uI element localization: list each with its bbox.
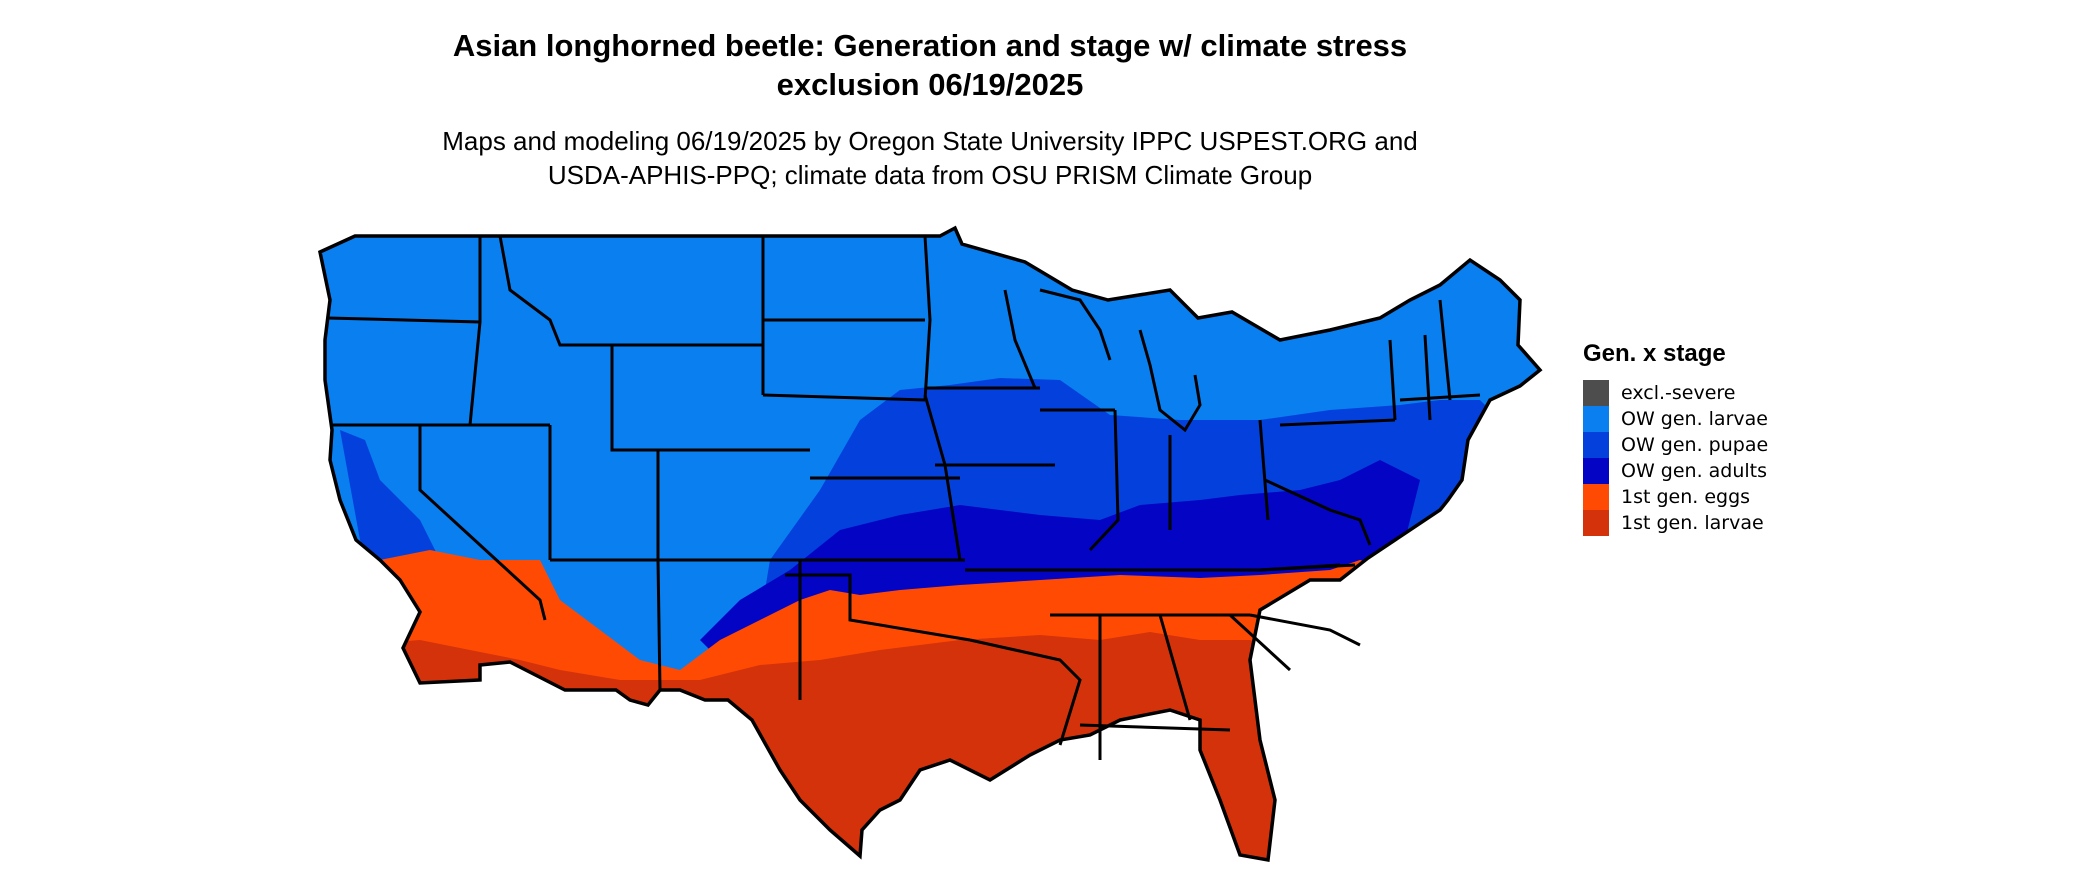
outline-border <box>318 225 1543 863</box>
border-ga-sc <box>1228 613 1292 672</box>
border-wa-or <box>327 316 481 324</box>
border-oh-pa <box>1258 419 1270 521</box>
title-line-1: Asian longhorned beetle: Generation and … <box>452 28 1408 63</box>
border-ne-ia-mo <box>923 394 962 561</box>
border-sd-ne <box>762 393 926 402</box>
border-mn-wi <box>1003 289 1037 389</box>
legend-item-1st-gen-eggs: 1st gen. eggs <box>1583 484 1768 510</box>
border-il-in <box>1088 409 1120 552</box>
border-md-wv-va <box>1264 478 1372 546</box>
legend-item-ow-larvae: OW gen. larvae <box>1583 406 1768 432</box>
border-mi-upper <box>1039 288 1112 361</box>
border-pa-ny <box>1279 418 1396 427</box>
legend-swatch <box>1583 484 1609 510</box>
border-ok-tx <box>785 573 971 642</box>
border-mi-lower <box>1138 329 1202 433</box>
border-dakotas-mn <box>923 235 932 401</box>
legend-swatch <box>1583 432 1609 458</box>
legend-label: 1st gen. larvae <box>1621 512 1764 534</box>
legend-swatch <box>1583 458 1609 484</box>
title-line-2: exclusion 06/19/2025 <box>776 67 1084 102</box>
legend-swatch <box>1583 510 1609 536</box>
legend-label: OW gen. larvae <box>1621 408 1768 430</box>
border-id-west <box>468 236 482 426</box>
border-nc-sc <box>1249 613 1361 647</box>
border-ne-states <box>1399 299 1481 421</box>
legend-label: OW gen. pupae <box>1621 434 1769 456</box>
state-borders <box>327 235 1481 760</box>
border-va-nc <box>1259 563 1356 572</box>
border-ca-nv <box>418 425 547 621</box>
border-ga-fl <box>1079 723 1231 732</box>
legend-swatch <box>1583 380 1609 406</box>
legend-label: 1st gen. eggs <box>1621 486 1751 508</box>
legend-swatch <box>1583 406 1609 432</box>
legend-item-ow-adults: OW gen. adults <box>1583 458 1768 484</box>
legend-item-1st-gen-larvae: 1st gen. larvae <box>1583 510 1768 536</box>
legend-item-excl-severe: excl.-severe <box>1583 380 1768 406</box>
subtitle-line-1: Maps and modeling 06/19/2025 by Oregon S… <box>442 126 1418 156</box>
border-ar-la <box>969 638 1082 746</box>
subtitle-line-2: USDA-APHIS-PPQ; climate data from OSU PR… <box>547 160 1313 190</box>
legend-item-ow-pupae: OW gen. pupae <box>1583 432 1768 458</box>
legend-title: Gen. x stage <box>1583 340 1726 367</box>
legend-label: OW gen. adults <box>1621 460 1768 482</box>
map-subtitle: Maps and modeling 06/19/2025 by Oregon S… <box>0 124 1860 192</box>
border-al-ga <box>1158 614 1192 721</box>
border-ny-vt <box>1388 339 1397 421</box>
border-az-nm <box>656 559 662 691</box>
border-id-mt <box>498 235 612 347</box>
map-title: Asian longhorned beetle: Generation and … <box>0 26 1860 104</box>
legend: Gen. x stage excl.-severe OW gen. larvae… <box>1583 340 1768 536</box>
legend-label: excl.-severe <box>1621 382 1736 404</box>
